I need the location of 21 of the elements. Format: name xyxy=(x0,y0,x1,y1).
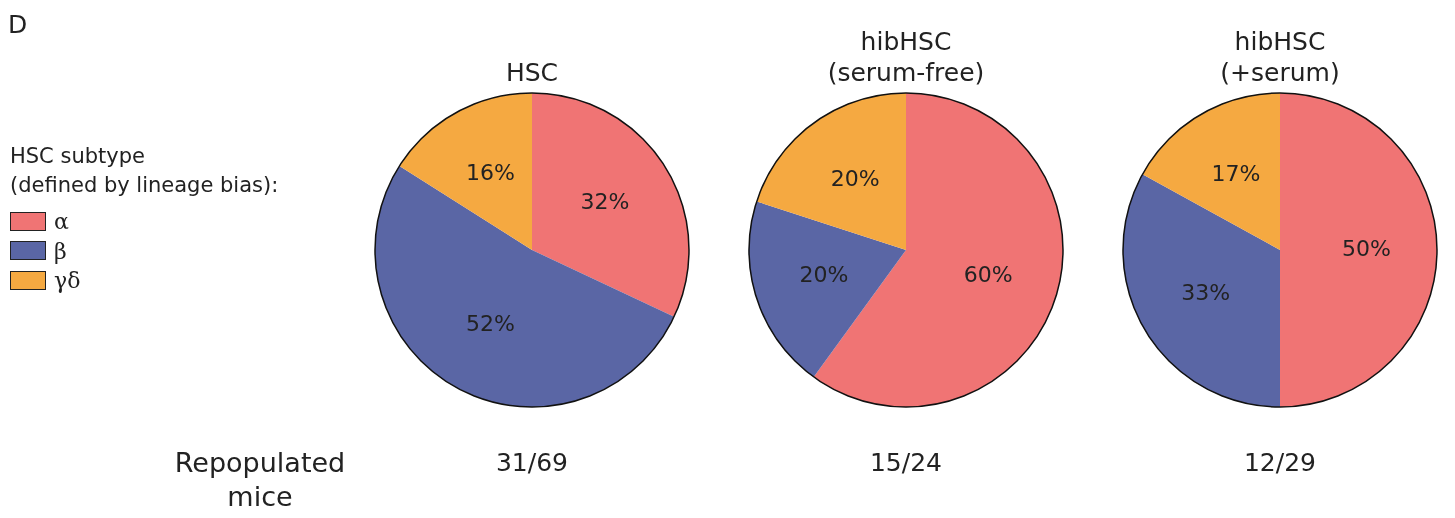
text: 15/24 xyxy=(868,447,943,479)
legend-label: γδ xyxy=(54,267,81,293)
text: Repopulated mice xyxy=(173,446,347,514)
data-label: 16% xyxy=(465,160,515,186)
data-label: 20% xyxy=(799,262,849,288)
legend-label: β xyxy=(54,238,67,263)
text: 12/29 xyxy=(1242,447,1317,479)
data-label: 33% xyxy=(1181,279,1231,305)
data-label: 32% xyxy=(580,189,630,215)
text: D xyxy=(8,9,28,41)
chart-title: hibHSC (+serum) xyxy=(1219,26,1341,88)
legend-label: α xyxy=(54,208,69,234)
data-label: 60% xyxy=(963,262,1013,288)
data-label: 50% xyxy=(1341,235,1391,261)
text: 31/69 xyxy=(494,447,569,479)
legend-title: HSC subtype (defined by lineage bias): xyxy=(10,143,279,199)
data-label: 52% xyxy=(465,311,515,337)
data-label: 20% xyxy=(830,165,880,191)
chart-title: HSC xyxy=(504,57,560,88)
chart-title: hibHSC (serum-free) xyxy=(826,26,986,88)
data-label: 17% xyxy=(1211,161,1261,187)
